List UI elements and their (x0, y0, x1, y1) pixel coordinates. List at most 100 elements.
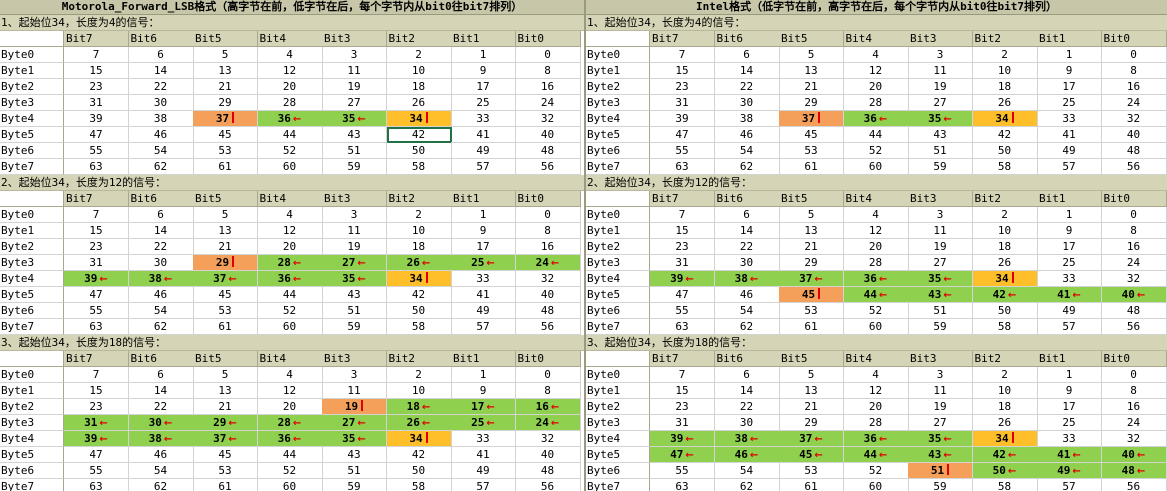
bit-cell[interactable]: 22 (128, 239, 194, 255)
bit-cell[interactable]: 18 (972, 239, 1038, 255)
header-corner-cell[interactable] (0, 351, 64, 367)
row-label-byte7[interactable]: Byte7 (0, 479, 64, 491)
header-corner-cell[interactable] (586, 351, 650, 367)
bit-cell[interactable]: 30 (128, 255, 194, 271)
bit-cell[interactable]: 52 (843, 143, 909, 159)
bit-cell[interactable]: 20 (843, 399, 909, 415)
bit-cell[interactable]: 13 (779, 223, 844, 239)
column-header-bit2[interactable]: Bit2 (386, 191, 452, 207)
bit-cell[interactable]: 53 (779, 463, 844, 479)
bit-cell[interactable]: 24 (1101, 415, 1167, 431)
bit-cell[interactable]: 25 (1037, 255, 1102, 271)
bit-cell[interactable]: 52 (843, 303, 909, 319)
bit-cell[interactable]: 14 (714, 63, 780, 79)
bit-cell[interactable]: 37 ← (193, 431, 258, 447)
bit-cell[interactable]: 21 (193, 239, 258, 255)
row-label-byte1[interactable]: Byte1 (586, 63, 650, 79)
bit-cell[interactable]: 46 (128, 287, 194, 303)
bit-cell[interactable]: 59 (908, 319, 973, 335)
bit-cell[interactable]: 44 (843, 127, 909, 143)
bit-cell[interactable]: 52 (843, 463, 909, 479)
bit-cell[interactable]: 13 (779, 383, 844, 399)
section-caption[interactable]: 3、起始位34，长度为18的信号： (586, 335, 1167, 351)
row-label-byte1[interactable]: Byte1 (586, 383, 650, 399)
header-corner-cell[interactable] (0, 31, 64, 47)
bit-cell[interactable]: 26 (972, 95, 1038, 111)
bit-cell[interactable]: 18 ← (386, 399, 452, 415)
row-label-byte5[interactable]: Byte5 (0, 127, 64, 143)
bit-cell[interactable]: 45 (193, 447, 258, 463)
bit-cell[interactable]: 58 (973, 479, 1038, 491)
column-header-bit7[interactable]: Bit7 (650, 351, 715, 367)
bit-cell[interactable]: 12 (843, 63, 909, 79)
bit-cell[interactable]: 42 ← (972, 447, 1038, 463)
bit-cell[interactable]: 23 (650, 79, 715, 95)
header-corner-cell[interactable] (586, 31, 650, 47)
bit-cell[interactable]: 44 (257, 287, 323, 303)
column-header-bit6[interactable]: Bit6 (128, 191, 194, 207)
bit-cell[interactable]: 56 (516, 479, 581, 491)
bit-cell[interactable]: 30 ← (128, 415, 194, 431)
column-header-bit0[interactable]: Bit0 (1101, 191, 1167, 207)
bit-cell[interactable]: 25 (451, 95, 516, 111)
header-corner-cell[interactable] (0, 191, 64, 207)
row-label-byte2[interactable]: Byte2 (0, 239, 64, 255)
bit-cell[interactable]: 19 (322, 79, 387, 95)
bit-cell[interactable]: 20 (257, 79, 323, 95)
bit-cell[interactable]: 26 ← (386, 415, 452, 431)
column-header-bit3[interactable]: Bit3 (322, 191, 387, 207)
bit-cell[interactable]: 19 (322, 399, 387, 415)
bit-cell[interactable]: 12 (257, 223, 323, 239)
bit-cell[interactable]: 3 (908, 47, 973, 63)
row-label-byte7[interactable]: Byte7 (586, 319, 650, 335)
bit-cell[interactable]: 26 (972, 415, 1038, 431)
bit-cell[interactable]: 3 (322, 367, 387, 383)
bit-cell[interactable]: 43 (908, 127, 973, 143)
bit-cell[interactable]: 54 (714, 463, 780, 479)
bit-cell[interactable]: 23 (650, 239, 715, 255)
bit-cell[interactable]: 42 (386, 287, 452, 303)
column-header-bit5[interactable]: Bit5 (193, 191, 258, 207)
bit-cell[interactable]: 1 (451, 367, 516, 383)
bit-cell[interactable]: 4 (257, 367, 323, 383)
bit-cell[interactable]: 14 (128, 223, 194, 239)
bit-cell[interactable]: 60 (257, 159, 323, 175)
bit-cell[interactable]: 37 ← (779, 271, 844, 287)
bit-cell[interactable]: 31 (650, 415, 715, 431)
bit-cell[interactable]: 50 (972, 143, 1038, 159)
bit-cell[interactable]: 38 ← (128, 431, 194, 447)
bit-cell[interactable]: 62 (128, 319, 194, 335)
bit-cell[interactable]: 57 (1037, 319, 1102, 335)
row-label-byte0[interactable]: Byte0 (586, 47, 650, 63)
bit-cell[interactable]: 47 (64, 127, 129, 143)
bit-cell[interactable]: 36 ← (843, 431, 909, 447)
bit-cell[interactable]: 51 (322, 303, 387, 319)
column-header-bit2[interactable]: Bit2 (386, 351, 452, 367)
bit-cell[interactable]: 55 (650, 143, 715, 159)
bit-cell[interactable]: 62 (714, 159, 780, 175)
bit-cell[interactable]: 24 ← (515, 255, 581, 271)
row-label-byte5[interactable]: Byte5 (586, 127, 650, 143)
bit-cell[interactable]: 4 (257, 47, 323, 63)
bit-cell[interactable]: 51 (322, 143, 387, 159)
bit-cell[interactable]: 37 (193, 111, 258, 127)
bit-cell[interactable]: 34 (972, 111, 1038, 127)
row-label-byte5[interactable]: Byte5 (0, 287, 64, 303)
bit-cell[interactable]: 50 (386, 303, 452, 319)
bit-cell[interactable]: 16 (515, 79, 581, 95)
bit-cell[interactable]: 53 (193, 463, 258, 479)
column-header-bit0[interactable]: Bit0 (1101, 31, 1167, 47)
bit-cell[interactable]: 4 (257, 207, 323, 223)
bit-cell[interactable]: 40 (515, 447, 581, 463)
bit-cell[interactable]: 9 (1037, 63, 1102, 79)
column-header-bit6[interactable]: Bit6 (128, 351, 194, 367)
bit-cell[interactable]: 25 ← (451, 255, 516, 271)
bit-cell[interactable]: 25 ← (451, 415, 516, 431)
row-label-byte1[interactable]: Byte1 (0, 223, 64, 239)
bit-cell[interactable]: 34 (386, 111, 452, 127)
bit-cell[interactable]: 59 (908, 159, 973, 175)
bit-cell[interactable]: 41 (451, 287, 516, 303)
bit-cell[interactable]: 56 (1101, 159, 1167, 175)
bit-cell[interactable]: 47 (64, 447, 129, 463)
bit-cell[interactable]: 8 (1101, 383, 1167, 399)
